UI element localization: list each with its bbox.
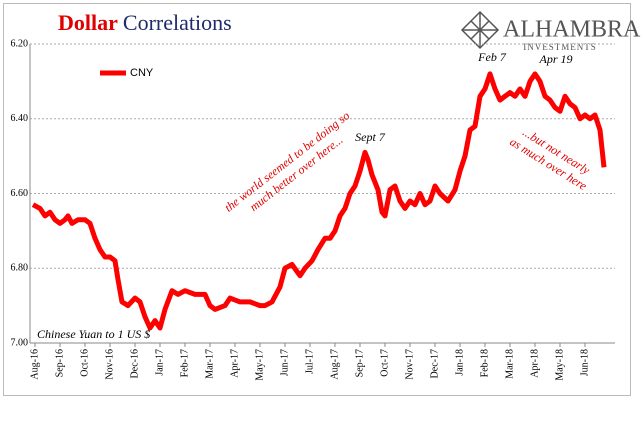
x-tick-label: Aug-16 bbox=[29, 349, 40, 380]
x-tick-label: Jun-18 bbox=[579, 349, 590, 376]
x-tick-label: Jan-17 bbox=[154, 349, 165, 376]
annotation: Sept 7 bbox=[355, 130, 386, 144]
axis-note: Chinese Yuan to 1 US $ bbox=[37, 327, 150, 341]
x-tick-label: Sep-17 bbox=[354, 349, 365, 377]
logo-icon bbox=[460, 10, 500, 50]
annotation: Feb 7 bbox=[477, 50, 507, 64]
x-tick-label: Sep-16 bbox=[54, 349, 65, 377]
chart-title: Dollar Correlations bbox=[58, 10, 232, 35]
x-tick-label: Aug-17 bbox=[329, 349, 340, 380]
y-tick-label: 6.40 bbox=[11, 113, 29, 124]
x-tick-label: Jul-17 bbox=[304, 349, 315, 374]
y-tick-label: 6.20 bbox=[11, 38, 29, 49]
logo-name: ALHAMBRA bbox=[503, 17, 641, 43]
y-tick-label: 7.00 bbox=[11, 337, 29, 348]
x-tick-label: Jan-18 bbox=[454, 349, 465, 376]
x-tick-label: May-18 bbox=[554, 349, 565, 381]
logo-subtitle: INVESTMENTS bbox=[523, 42, 597, 52]
y-tick-label: 6.60 bbox=[11, 188, 29, 199]
annotation: Apr 19 bbox=[539, 52, 573, 66]
legend-label: CNY bbox=[130, 67, 154, 79]
x-tick-label: Jun-17 bbox=[279, 349, 290, 376]
y-tick-label: 6.80 bbox=[11, 263, 29, 274]
title-part: Dollar bbox=[58, 10, 118, 35]
x-tick-label: Apr-17 bbox=[229, 349, 240, 378]
x-tick-label: Mar-17 bbox=[204, 349, 215, 379]
x-tick-label: Nov-16 bbox=[104, 349, 115, 380]
x-tick-label: Dec-16 bbox=[129, 349, 140, 378]
x-tick-label: Nov-17 bbox=[404, 349, 415, 380]
title-part: Correlations bbox=[123, 10, 232, 35]
x-tick-label: Mar-18 bbox=[504, 349, 515, 379]
x-tick-label: Feb-18 bbox=[479, 349, 490, 377]
x-tick-label: Oct-16 bbox=[79, 349, 90, 377]
x-tick-label: Dec-17 bbox=[429, 349, 440, 378]
x-tick-label: May-17 bbox=[254, 349, 265, 381]
x-tick-label: Feb-17 bbox=[179, 349, 190, 377]
x-tick-label: Oct-17 bbox=[379, 349, 390, 377]
x-tick-label: Apr-18 bbox=[529, 349, 540, 378]
line-series bbox=[31, 71, 607, 331]
chart-frame bbox=[3, 3, 631, 396]
